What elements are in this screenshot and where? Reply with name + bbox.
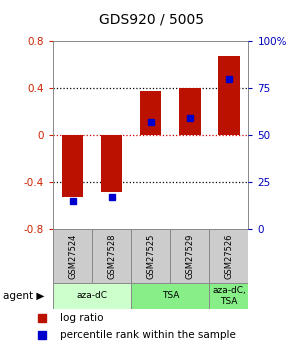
Bar (101, 135, 122, 192)
Text: aza-dC,
TSA: aza-dC, TSA (212, 286, 246, 306)
Text: log ratio: log ratio (60, 313, 104, 323)
Bar (62, 135, 83, 197)
Bar (140, 91, 161, 135)
Bar (92, 229, 131, 283)
Text: agent ▶: agent ▶ (3, 291, 45, 301)
Bar (218, 56, 240, 135)
Text: TSA: TSA (161, 291, 179, 300)
Text: GSM27524: GSM27524 (68, 234, 77, 279)
Bar (170, 229, 209, 283)
Bar (131, 229, 170, 283)
Text: GSM27529: GSM27529 (185, 234, 194, 279)
Text: aza-dC: aza-dC (77, 291, 108, 300)
Bar (209, 283, 248, 309)
Text: GSM27528: GSM27528 (107, 234, 116, 279)
Bar (53, 229, 92, 283)
Text: percentile rank within the sample: percentile rank within the sample (60, 331, 236, 340)
Text: GDS920 / 5005: GDS920 / 5005 (99, 12, 204, 26)
Bar (131, 283, 209, 309)
Bar (209, 229, 248, 283)
Bar (53, 283, 131, 309)
Bar (179, 88, 201, 135)
Text: GSM27525: GSM27525 (146, 234, 155, 279)
Text: GSM27526: GSM27526 (225, 234, 233, 279)
